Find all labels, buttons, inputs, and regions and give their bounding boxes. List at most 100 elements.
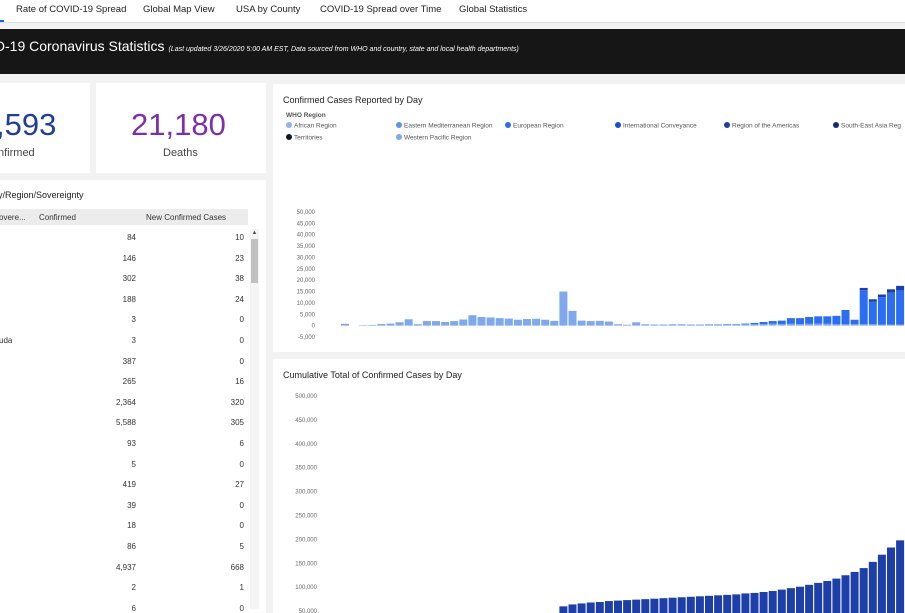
cumulative-bar — [896, 540, 905, 613]
column-header-confirmed[interactable]: Confirmed — [39, 213, 76, 222]
legend-label: International Conveyance — [623, 122, 697, 130]
table-cell-confirmed: 146 — [122, 253, 136, 263]
table-scrollbar[interactable]: ▲ — [250, 229, 259, 609]
table-cell-confirmed: 93 — [127, 439, 136, 448]
cumulative-bar — [723, 594, 732, 613]
cumulative-bar — [659, 598, 668, 613]
y-tick-label: -5,000 — [298, 335, 316, 341]
daily-bar — [777, 320, 786, 325]
daily-bar — [568, 310, 577, 326]
tab-rate-of-spread[interactable]: Rate of COVID-19 Spread — [16, 4, 127, 15]
daily-bar — [541, 319, 550, 326]
daily-bar — [604, 321, 613, 326]
daily-bar — [896, 285, 905, 291]
table-cell-confirmed: 387 — [122, 356, 136, 366]
daily-bar — [632, 322, 641, 326]
cumulative-bar — [850, 571, 859, 613]
scroll-up-icon[interactable]: ▲ — [251, 230, 258, 236]
table-cell-new-confirmed: 10 — [235, 233, 244, 242]
daily-bar — [805, 323, 814, 326]
legend-item-territories[interactable]: Territories — [286, 134, 323, 142]
cumulative-chart-title: Cumulative Total of Confirmed Cases by D… — [283, 370, 462, 380]
cumulative-bar — [805, 584, 814, 613]
daily-bar — [877, 297, 886, 325]
y-tick-label: 100,000 — [295, 585, 317, 591]
daily-bar — [823, 323, 832, 326]
tab-spread-over-time[interactable]: COVID-19 Spread over Time — [320, 4, 442, 15]
deaths-count: 21,180 — [131, 107, 226, 142]
y-tick-label: 15,000 — [297, 290, 316, 296]
table-cell-confirmed: 265 — [122, 377, 136, 387]
table-cell-name: uda — [0, 336, 13, 345]
legend-item-eastern-mediterranean[interactable]: Eastern Mediterranean Region — [396, 122, 493, 130]
legend-label: Region of the Americas — [732, 122, 800, 130]
cumulative-bar — [686, 596, 695, 613]
y-tick-label: 450,000 — [295, 418, 317, 424]
legend-item-european-region[interactable]: European Region — [505, 122, 564, 130]
legend-item-african-region[interactable]: African Region — [286, 122, 337, 130]
daily-cases-chart-panel: Confirmed Cases Reported by Day WHO Regi… — [273, 84, 905, 352]
table-cell-new-confirmed: 5 — [239, 542, 244, 551]
cumulative-bar — [623, 600, 632, 613]
confirmed-kpi-card: ,593 nfirmed — [0, 83, 90, 173]
daily-bar — [859, 287, 868, 291]
cumulative-bar — [868, 561, 877, 613]
table-cell-new-confirmed: 320 — [230, 397, 244, 407]
y-tick-label: 30,000 — [297, 255, 316, 261]
daily-bar — [686, 324, 695, 326]
tab-global-map-view[interactable]: Global Map View — [143, 4, 215, 15]
daily-bar — [723, 324, 732, 326]
cumulative-bar — [741, 593, 750, 613]
daily-bar — [404, 319, 413, 326]
column-header-new-confirmed[interactable]: New Confirmed Cases — [146, 213, 227, 222]
cumulative-bar — [786, 588, 795, 613]
cumulative-bar — [859, 568, 868, 613]
legend-dot — [286, 122, 292, 128]
daily-bar — [832, 324, 841, 326]
table-cell-confirmed: 5 — [131, 459, 136, 469]
tab-usa-by-county[interactable]: USA by County — [236, 4, 301, 15]
daily-cases-chart: 50,000 45,000 40,000 35,000 30,000 25,000 20,0… — [297, 210, 905, 341]
scroll-thumb[interactable] — [251, 239, 258, 283]
daily-bar — [868, 324, 877, 326]
legend-label: Western Pacific Region — [404, 134, 472, 142]
cumulative-bar — [823, 580, 832, 613]
table-cell-confirmed: 18 — [127, 521, 136, 531]
cumulative-bar — [832, 578, 841, 613]
cumulative-bar — [677, 597, 686, 613]
legend-item-western-pacific[interactable]: Western Pacific Region — [396, 134, 471, 142]
page-title: ID-19 Coronavirus Statistics (Last update… — [0, 38, 519, 54]
daily-bar — [896, 290, 905, 325]
legend-dot — [724, 122, 730, 128]
daily-bar — [777, 324, 786, 326]
daily-bar — [586, 321, 595, 326]
cumulative-bar — [577, 603, 586, 613]
daily-bar — [614, 324, 622, 326]
tab-bar: Rate of COVID-19 Spread Global Map View … — [0, 0, 905, 23]
daily-bar — [786, 318, 795, 324]
table-cell-confirmed: 39 — [127, 500, 136, 510]
y-tick-label: 35,000 — [297, 244, 316, 250]
cumulative-bar — [650, 598, 659, 613]
legend-item-region-of-americas[interactable]: Region of the Americas — [724, 122, 799, 130]
daily-bar — [741, 323, 750, 325]
legend-item-south-east-asia[interactable]: South-East Asia Reg — [833, 122, 901, 130]
deaths-kpi-card: 21,180 Deaths — [96, 83, 266, 173]
daily-bar — [887, 292, 895, 325]
country-table-panel: y/Region/Sovereignty overe... Confirmed … — [0, 180, 266, 613]
column-header-sovereignty[interactable]: overe... — [0, 213, 26, 222]
daily-bar — [513, 319, 522, 326]
legend-item-international-conveyance[interactable]: International Conveyance — [615, 122, 697, 130]
daily-bar — [441, 322, 450, 326]
daily-bar — [850, 319, 859, 325]
table-cell-confirmed: 6 — [131, 603, 136, 613]
daily-bar — [796, 318, 804, 325]
cumulative-bar — [887, 547, 895, 613]
legend-label: European Region — [513, 122, 564, 130]
legend-dot — [286, 134, 292, 140]
daily-bar — [341, 323, 349, 326]
y-tick-label: 350,000 — [295, 466, 317, 472]
tab-global-statistics[interactable]: Global Statistics — [459, 4, 528, 15]
cumulative-bar — [759, 591, 768, 613]
cumulative-bar — [705, 595, 713, 613]
